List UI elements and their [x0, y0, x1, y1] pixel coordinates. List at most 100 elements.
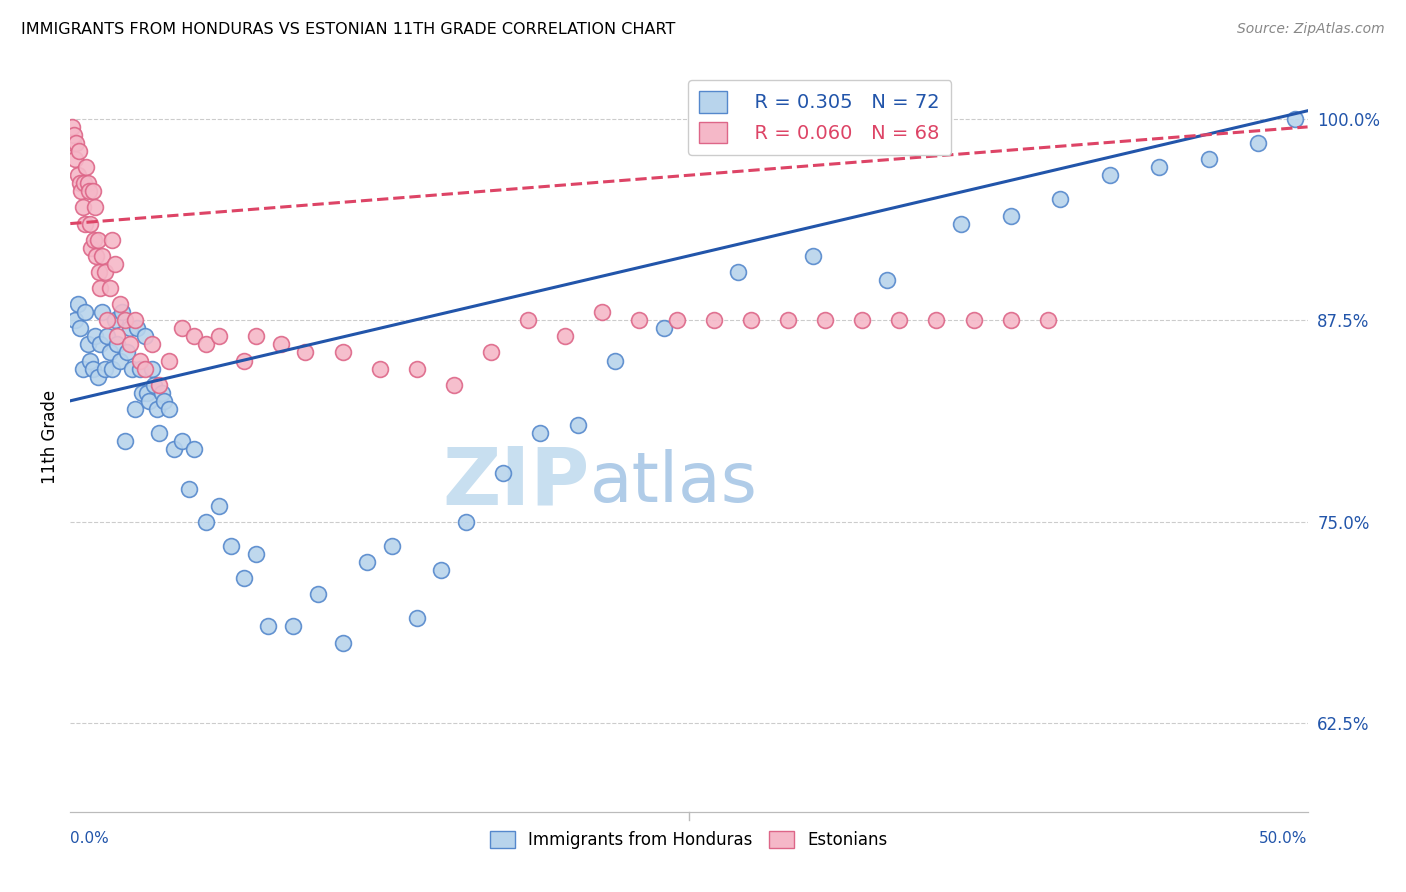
Point — [124, 401, 146, 416]
Point — [925, 313, 948, 327]
Point — [232, 353, 254, 368]
Point — [148, 377, 170, 392]
Point — [529, 425, 551, 440]
Point — [195, 515, 218, 529]
Text: Source: ZipAtlas.com: Source: ZipAtlas.com — [1237, 22, 1385, 37]
Point — [219, 539, 242, 553]
Point — [153, 393, 176, 408]
Point — [65, 313, 87, 327]
Point — [430, 563, 453, 577]
Point — [1247, 136, 1270, 150]
Point — [73, 176, 96, 190]
Point — [143, 377, 166, 392]
Point — [131, 385, 153, 400]
Point — [91, 249, 114, 263]
Point — [332, 345, 354, 359]
Point — [703, 313, 725, 327]
Point — [368, 361, 391, 376]
Text: atlas: atlas — [591, 449, 758, 516]
Point — [91, 305, 114, 319]
Point — [1284, 112, 1306, 126]
Point — [66, 297, 89, 311]
Point — [62, 136, 84, 150]
Point — [82, 185, 104, 199]
Point — [66, 168, 89, 182]
Point — [79, 217, 101, 231]
Point — [76, 176, 98, 190]
Point — [177, 483, 200, 497]
Point — [183, 329, 205, 343]
Point — [75, 160, 97, 174]
Point — [1036, 313, 1059, 327]
Point — [105, 337, 128, 351]
Point — [628, 313, 651, 327]
Point — [138, 393, 160, 408]
Point — [1098, 168, 1121, 182]
Point — [108, 353, 131, 368]
Point — [801, 249, 824, 263]
Point — [104, 257, 127, 271]
Point — [148, 425, 170, 440]
Point — [492, 467, 515, 481]
Point — [1147, 160, 1170, 174]
Point — [1049, 193, 1071, 207]
Point — [567, 417, 589, 432]
Point — [1198, 152, 1220, 166]
Point — [70, 185, 93, 199]
Point — [307, 587, 329, 601]
Point — [141, 361, 163, 376]
Point — [67, 144, 90, 158]
Point — [270, 337, 292, 351]
Point — [1000, 313, 1022, 327]
Point — [128, 353, 150, 368]
Point — [87, 265, 110, 279]
Point — [94, 265, 117, 279]
Point — [962, 313, 984, 327]
Point — [72, 201, 94, 215]
Point — [245, 329, 267, 343]
Point — [94, 361, 117, 376]
Point — [889, 313, 911, 327]
Point — [876, 273, 898, 287]
Point — [456, 515, 478, 529]
Point — [127, 321, 149, 335]
Point — [63, 128, 86, 142]
Point — [86, 233, 108, 247]
Point — [665, 313, 688, 327]
Point — [84, 329, 107, 343]
Text: IMMIGRANTS FROM HONDURAS VS ESTONIAN 11TH GRADE CORRELATION CHART: IMMIGRANTS FROM HONDURAS VS ESTONIAN 11T… — [21, 22, 675, 37]
Text: 50.0%: 50.0% — [1260, 831, 1308, 846]
Point — [76, 337, 98, 351]
Point — [776, 313, 799, 327]
Point — [652, 321, 675, 335]
Point — [232, 571, 254, 585]
Point — [740, 313, 762, 327]
Point — [517, 313, 540, 327]
Point — [281, 619, 304, 633]
Point — [104, 313, 127, 327]
Point — [208, 329, 231, 343]
Point — [134, 329, 156, 343]
Point — [591, 305, 613, 319]
Point — [118, 337, 141, 351]
Text: 0.0%: 0.0% — [70, 831, 110, 846]
Point — [157, 353, 180, 368]
Point — [84, 201, 107, 215]
Point — [157, 401, 180, 416]
Point — [208, 499, 231, 513]
Point — [136, 385, 159, 400]
Point — [170, 321, 193, 335]
Point — [814, 313, 837, 327]
Point — [121, 361, 143, 376]
Point — [141, 337, 163, 351]
Text: ZIP: ZIP — [443, 443, 591, 521]
Point — [98, 345, 121, 359]
Y-axis label: 11th Grade: 11th Grade — [41, 390, 59, 484]
Point — [105, 329, 128, 343]
Point — [294, 345, 316, 359]
Point — [381, 539, 404, 553]
Point — [60, 120, 83, 134]
Point — [134, 361, 156, 376]
Point — [75, 305, 97, 319]
Point — [98, 281, 121, 295]
